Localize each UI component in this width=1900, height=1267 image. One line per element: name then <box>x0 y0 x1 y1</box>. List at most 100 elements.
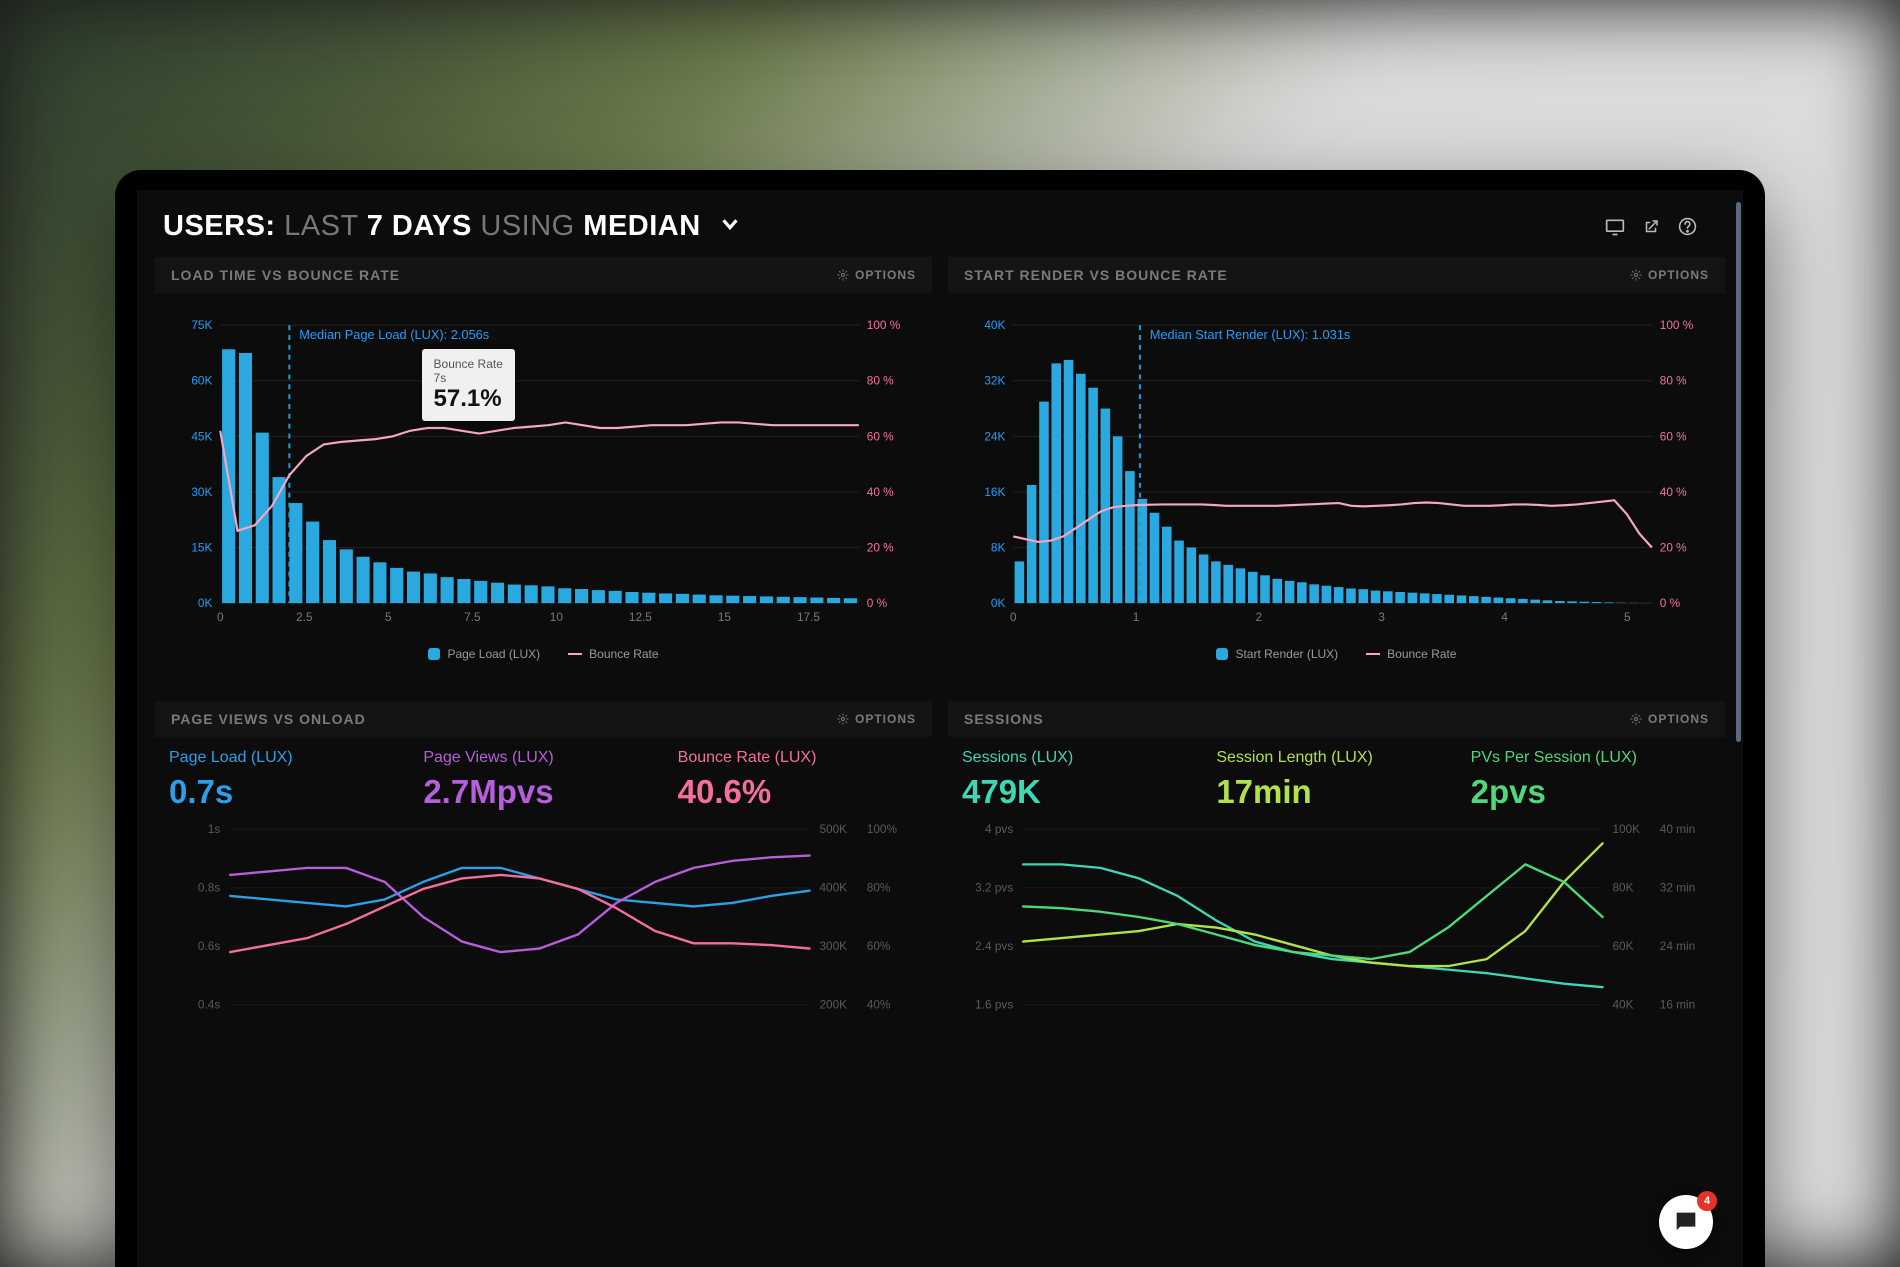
svg-text:0.4s: 0.4s <box>198 998 220 1012</box>
tooltip-sub: 7s <box>434 371 503 385</box>
legend-chip-icon <box>1216 648 1228 660</box>
panel-sessions: SESSIONS OPTIONS Sessions (LUX)479KSessi… <box>940 701 1733 1051</box>
gear-icon <box>837 269 849 281</box>
svg-text:60K: 60K <box>1612 939 1633 953</box>
svg-text:12.5: 12.5 <box>629 610 652 624</box>
svg-text:0.6s: 0.6s <box>198 939 220 953</box>
page-title-dropdown[interactable]: USERS: LAST 7 DAYS USING MEDIAN <box>163 210 741 243</box>
svg-text:60 %: 60 % <box>1660 429 1687 443</box>
svg-text:60%: 60% <box>867 939 891 953</box>
svg-text:80%: 80% <box>867 881 891 895</box>
svg-text:60K: 60K <box>191 374 212 388</box>
metric-label: Page Views (LUX) <box>423 749 663 767</box>
options-label: OPTIONS <box>1648 712 1709 726</box>
svg-text:10: 10 <box>550 610 564 624</box>
panel-start-render: START RENDER VS BOUNCE RATE OPTIONS 0K8K… <box>940 257 1733 701</box>
metric: Page Load (LUX)0.7s <box>169 749 409 811</box>
svg-text:2.4 pvs: 2.4 pvs <box>975 939 1013 953</box>
panel-pageviews: PAGE VIEWS VS ONLOAD OPTIONS Page Load (… <box>147 701 940 1051</box>
svg-text:32K: 32K <box>984 374 1005 388</box>
options-button[interactable]: OPTIONS <box>1630 268 1709 282</box>
svg-text:40%: 40% <box>867 998 891 1012</box>
svg-text:100K: 100K <box>1612 822 1640 836</box>
svg-text:80K: 80K <box>1612 881 1633 895</box>
options-button[interactable]: OPTIONS <box>1630 712 1709 726</box>
title-bold1: 7 DAYS <box>367 210 472 242</box>
title-dim1: LAST <box>284 210 358 242</box>
share-icon[interactable] <box>1641 217 1661 237</box>
panel-head: SESSIONS OPTIONS <box>948 701 1725 737</box>
monitor-icon[interactable] <box>1605 217 1625 237</box>
metric-label: PVs Per Session (LUX) <box>1471 749 1711 767</box>
help-icon[interactable] <box>1677 217 1697 237</box>
svg-text:80 %: 80 % <box>867 374 894 388</box>
svg-text:24 min: 24 min <box>1660 939 1695 953</box>
svg-text:24K: 24K <box>984 429 1005 443</box>
options-label: OPTIONS <box>1648 268 1709 282</box>
metric-value: 40.6% <box>678 773 918 811</box>
svg-text:400K: 400K <box>819 881 847 895</box>
chat-button[interactable]: 4 <box>1659 1195 1713 1249</box>
svg-text:16K: 16K <box>984 485 1005 499</box>
legend-chip-icon <box>428 648 440 660</box>
title-prefix: USERS: <box>163 210 276 242</box>
legend: Page Load (LUX) Bounce Rate <box>169 647 918 661</box>
svg-text:1.6 pvs: 1.6 pvs <box>975 998 1013 1012</box>
tooltip: Bounce Rate 7s 57.1% <box>422 349 515 421</box>
svg-text:80 %: 80 % <box>1660 374 1687 388</box>
svg-text:200K: 200K <box>819 998 847 1012</box>
title-bold2: MEDIAN <box>583 210 700 242</box>
chart-load-time: 0K15K30K45K60K75K0 %20 %40 %60 %80 %100 … <box>155 293 932 693</box>
svg-text:3: 3 <box>1378 610 1385 624</box>
svg-text:100 %: 100 % <box>1660 318 1694 332</box>
metric-value: 0.7s <box>169 773 409 811</box>
svg-text:100 %: 100 % <box>867 318 901 332</box>
svg-text:7.5: 7.5 <box>464 610 481 624</box>
legend: Start Render (LUX) Bounce Rate <box>962 647 1711 661</box>
svg-text:8K: 8K <box>991 540 1006 554</box>
legend-label: Bounce Rate <box>1387 647 1456 661</box>
panel-load-time: LOAD TIME VS BOUNCE RATE OPTIONS 0K15K30… <box>147 257 940 701</box>
metric: Page Views (LUX) 2.7Mpvs <box>423 749 663 811</box>
metric-value: 479K <box>962 773 1202 811</box>
metric-label: Session Length (LUX) <box>1216 749 1456 767</box>
metric-value: 2.7Mpvs <box>423 773 663 811</box>
panel-head: PAGE VIEWS VS ONLOAD OPTIONS <box>155 701 932 737</box>
svg-text:5: 5 <box>1624 610 1631 624</box>
svg-text:60 %: 60 % <box>867 429 894 443</box>
panel-title: START RENDER VS BOUNCE RATE <box>964 267 1228 283</box>
metrics-row: Sessions (LUX) 479K Session Length (LUX) 17… <box>948 737 1725 813</box>
options-button[interactable]: OPTIONS <box>837 268 916 282</box>
svg-text:4: 4 <box>1501 610 1508 624</box>
metrics-row: Page Load (LUX)0.7s Page Views (LUX) 2.7Mp… <box>155 737 932 813</box>
svg-text:45K: 45K <box>191 429 212 443</box>
title-dim2: USING <box>480 210 574 242</box>
dashboard-screen: USERS: LAST 7 DAYS USING MEDIAN LOAD TIM… <box>137 190 1743 1267</box>
svg-text:15K: 15K <box>191 540 212 554</box>
svg-text:15: 15 <box>718 610 732 624</box>
metric-label: Sessions (LUX) <box>962 749 1202 767</box>
chart-start-render: 0K8K16K24K32K40K0 %20 %40 %60 %80 %100 %… <box>948 293 1725 693</box>
header-icons <box>1605 217 1697 237</box>
notification-badge: 4 <box>1697 1191 1717 1211</box>
svg-text:3.2 pvs: 3.2 pvs <box>975 881 1013 895</box>
options-button[interactable]: OPTIONS <box>837 712 916 726</box>
scrollbar[interactable] <box>1736 202 1741 742</box>
metric: Bounce Rate (LUX)40.6% <box>678 749 918 811</box>
chart-svg: 0K8K16K24K32K40K0 %20 %40 %60 %80 %100 %… <box>962 303 1711 643</box>
svg-text:Median Start Render (LUX): 1.0: Median Start Render (LUX): 1.031s <box>1150 327 1351 342</box>
svg-text:40 %: 40 % <box>867 485 894 499</box>
gear-icon <box>1630 269 1642 281</box>
svg-text:0: 0 <box>1010 610 1017 624</box>
panel-title: PAGE VIEWS VS ONLOAD <box>171 711 366 727</box>
svg-text:40K: 40K <box>984 318 1005 332</box>
metric-value: 17min <box>1216 773 1456 811</box>
svg-text:16 min: 16 min <box>1660 998 1695 1012</box>
svg-text:300K: 300K <box>819 939 847 953</box>
svg-text:20 %: 20 % <box>1660 540 1687 554</box>
svg-text:1: 1 <box>1133 610 1140 624</box>
metric: Sessions (LUX) 479K <box>962 749 1202 811</box>
svg-text:0K: 0K <box>198 596 213 610</box>
laptop-frame: USERS: LAST 7 DAYS USING MEDIAN LOAD TIM… <box>115 170 1765 1267</box>
svg-text:40 min: 40 min <box>1660 822 1695 836</box>
